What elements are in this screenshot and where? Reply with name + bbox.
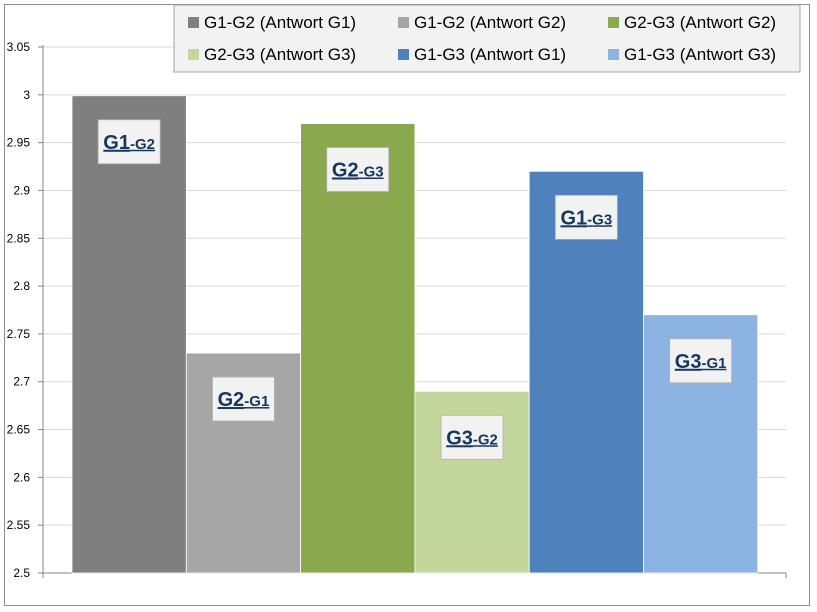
bar-label-main: G1 [560, 207, 587, 229]
y-tick-label: 2.95 [7, 136, 31, 150]
y-tick-label: 2.5 [13, 566, 30, 580]
y-tick-label: 2.75 [7, 327, 31, 341]
legend-swatch [398, 49, 409, 60]
y-tick-label: 2.85 [7, 231, 31, 245]
legend-swatch [188, 17, 199, 28]
legend: G1-G2 (Antwort G1) G1-G2 (Antwort G2) G2-G… [173, 4, 801, 73]
bar-label-sub: G2 [478, 431, 498, 448]
bar-label-sub: G1 [706, 355, 726, 372]
bar-label-sub: G3 [592, 211, 612, 228]
legend-swatch [398, 17, 409, 28]
legend-entry: G2-G3 (Antwort G2) [624, 13, 776, 32]
bar-label-dash: - [587, 211, 592, 228]
bar-label-dash: - [359, 164, 364, 181]
bar-label: G1-G3 [560, 207, 612, 229]
y-tick-label: 2.6 [13, 470, 30, 484]
bar-label-dash: - [701, 355, 706, 372]
legend-swatch [608, 17, 619, 28]
bar-label-box [326, 147, 390, 192]
bar-label: G2-G3 [332, 160, 384, 182]
bar-label-box [554, 194, 618, 240]
bar-label-sub: G3 [364, 164, 384, 181]
bar-label-main: G2 [218, 389, 245, 411]
y-tick-label: 2.65 [7, 423, 31, 437]
bar-label-box [440, 414, 504, 460]
bar-label-main: G2 [332, 160, 359, 182]
legend-entry: G2-G3 (Antwort G3) [204, 45, 356, 64]
legend-swatch [608, 49, 619, 60]
legend-entry: G1-G3 (Antwort G3) [624, 45, 776, 64]
bar-label: G1-G2 [103, 132, 155, 154]
legend-swatch [188, 49, 199, 60]
bar-label-box [212, 376, 275, 422]
bar-label: G3-G1 [675, 351, 727, 373]
bar-label-box [97, 119, 161, 165]
bar-label-main: G3 [675, 351, 702, 373]
y-tick-label: 2.8 [13, 279, 30, 293]
bar [300, 123, 416, 574]
bar-label-sub: G2 [135, 136, 155, 153]
legend-entry: G1-G2 (Antwort G2) [414, 13, 566, 32]
bar-label-box [669, 338, 733, 384]
legend-entry: G1-G3 (Antwort G1) [414, 45, 566, 64]
bar-label: G3-G2 [446, 427, 498, 449]
bar-label-dash: - [130, 136, 135, 153]
bar-label-main: G3 [446, 427, 473, 449]
bar-label-sub: G1 [249, 393, 269, 410]
y-tick-label: 2.55 [7, 518, 31, 532]
y-tick-label: 3.05 [7, 40, 31, 54]
y-tick-label: 2.7 [13, 375, 30, 389]
bar-label: G2-G1 [218, 389, 270, 411]
y-tick-label: 2.9 [13, 183, 30, 197]
legend-box [173, 4, 801, 73]
legend-entry: G1-G2 (Antwort G1) [204, 13, 356, 32]
y-tick-label: 3 [23, 88, 30, 102]
bar-label-main: G1 [103, 132, 130, 154]
bar-label-dash: - [244, 393, 249, 410]
bar-label-dash: - [473, 431, 478, 448]
bar [71, 95, 187, 574]
